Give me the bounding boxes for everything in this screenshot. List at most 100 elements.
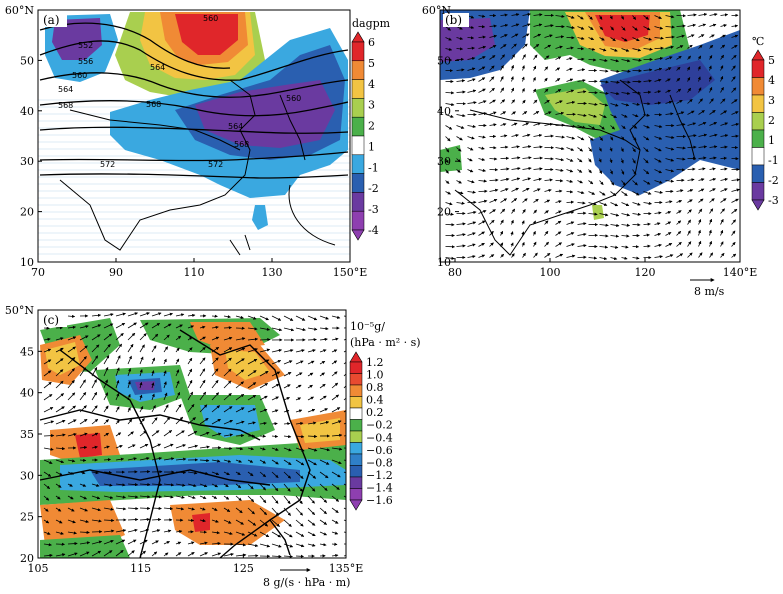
vector-arrow [235, 471, 241, 476]
vector-arrow [720, 54, 724, 60]
vector-arrow [79, 495, 88, 500]
vector-arrow [588, 180, 594, 185]
vector-arrow [115, 550, 124, 557]
vector-arrow [510, 219, 514, 225]
vector-arrow [175, 430, 185, 437]
vector-arrow [343, 410, 346, 413]
vector-arrow [709, 55, 713, 60]
vector-arrow [259, 383, 269, 389]
vector-arrow [211, 531, 221, 535]
vector-arrow [566, 25, 575, 30]
vector-arrow [91, 405, 98, 413]
vector-arrow [307, 396, 314, 401]
vector-arrow [687, 230, 691, 236]
vector-arrow [687, 23, 697, 27]
vector-arrow [247, 531, 258, 537]
colorbar-label: −1.4 [366, 481, 393, 494]
vector-arrow [307, 349, 316, 353]
vector-arrow [544, 220, 549, 225]
vector-arrow [331, 407, 341, 413]
vector-arrow [307, 338, 317, 342]
vector-arrow [55, 507, 62, 512]
vector-arrow [610, 256, 618, 261]
vector-arrow [687, 110, 695, 115]
vector-arrow [343, 361, 346, 365]
panel-b-frame [439, 9, 741, 263]
vector-arrow [127, 539, 137, 545]
vector-arrow [610, 202, 619, 207]
vector-arrow [665, 200, 673, 204]
vector-arrow [199, 495, 207, 499]
vector-arrow [127, 550, 135, 557]
vector-arrow [211, 325, 219, 329]
vector-arrow [698, 156, 707, 160]
vector-arrow [566, 46, 574, 50]
vector-arrow [331, 553, 339, 558]
vector-arrow [621, 114, 628, 118]
vector-arrow [445, 212, 454, 216]
vector-arrow [151, 482, 163, 487]
y-tick-label: 50 [20, 54, 34, 67]
vector-arrow [91, 495, 101, 500]
panel-c-label-box [41, 313, 67, 327]
vector-arrow [609, 15, 613, 20]
vector-arrow [709, 12, 718, 17]
vector-arrow [115, 312, 126, 317]
vector-arrow [55, 380, 64, 389]
contour-label: 564 [228, 122, 243, 131]
vector-arrow [187, 507, 195, 511]
vector-arrow [55, 433, 66, 437]
vector-arrow [55, 337, 64, 341]
vector-arrow [127, 457, 137, 461]
colorbar-label: 1.0 [366, 369, 384, 382]
colorbar-swatch [751, 147, 765, 166]
vector-arrow [295, 360, 304, 365]
vector-arrow [478, 66, 486, 71]
vector-arrow [103, 419, 109, 425]
vector-arrow [489, 87, 495, 93]
vector-arrow [654, 232, 662, 236]
vector-arrow [588, 102, 598, 106]
vector-arrow [599, 80, 609, 84]
colorbar-cap [349, 499, 363, 511]
vector-arrow [654, 222, 661, 226]
flux-region [190, 322, 265, 350]
vector-arrow [103, 432, 110, 437]
vector-arrow [731, 99, 738, 104]
panel-c-units-line2: (hPa · m² · s) [350, 336, 421, 349]
vector-arrow [283, 519, 292, 527]
vector-arrow [467, 56, 476, 61]
vector-arrow [235, 407, 245, 413]
panel-a-y-ticks: 10 20 30 40 50 60°N [5, 4, 42, 269]
vector-arrow [676, 200, 683, 203]
vector-arrow [510, 64, 514, 71]
vector-arrow [720, 13, 729, 17]
vector-arrow [544, 66, 549, 71]
vector-arrow [247, 315, 257, 320]
vector-arrow [632, 212, 642, 216]
vector-arrow [532, 76, 536, 82]
vector-arrow [271, 531, 282, 538]
vector-arrow [720, 86, 724, 93]
vector-arrow [343, 483, 346, 486]
vector-arrow [522, 187, 530, 192]
vector-arrow [544, 24, 554, 28]
vector-arrow [577, 244, 587, 248]
vector-arrow [187, 325, 195, 329]
x-tick-label: 70 [31, 266, 45, 279]
vector-arrow [91, 379, 97, 389]
vector-arrow [223, 433, 234, 437]
vector-arrow [720, 134, 729, 138]
vector-arrow [283, 422, 291, 426]
vector-arrow [620, 147, 624, 153]
vector-arrow [544, 210, 549, 214]
vector-arrow [654, 180, 663, 184]
vector-arrow [319, 420, 330, 425]
vector-arrow [187, 518, 195, 522]
colorbar-swatch [751, 182, 765, 201]
vector-arrow [43, 519, 50, 524]
vector-arrow [127, 517, 139, 522]
vector-arrow [199, 325, 206, 329]
vector-arrow [271, 434, 279, 438]
vector-arrow [610, 103, 619, 107]
